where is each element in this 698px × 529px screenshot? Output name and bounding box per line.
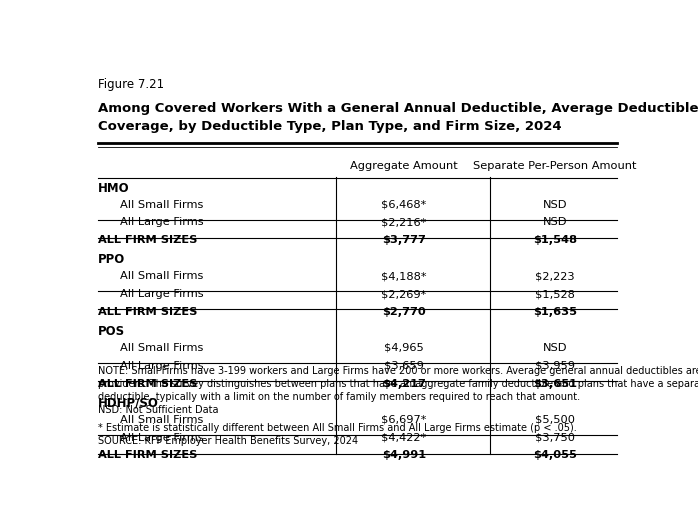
Text: $2,770: $2,770: [382, 307, 426, 317]
Text: ALL FIRM SIZES: ALL FIRM SIZES: [98, 235, 198, 245]
Text: Aggregate Amount: Aggregate Amount: [350, 161, 458, 171]
Text: deductible, typically with a limit on the number of family members required to r: deductible, typically with a limit on th…: [98, 392, 580, 402]
Text: HMO: HMO: [98, 181, 130, 195]
Text: $4,991: $4,991: [382, 451, 426, 460]
Text: $2,223: $2,223: [535, 271, 575, 281]
Text: All Large Firms: All Large Firms: [120, 289, 203, 299]
Text: ALL FIRM SIZES: ALL FIRM SIZES: [98, 451, 198, 460]
Text: $4,055: $4,055: [533, 451, 577, 460]
Text: SOURCE: KFF Employer Health Benefits Survey, 2024: SOURCE: KFF Employer Health Benefits Sur…: [98, 436, 358, 446]
Text: PPO: PPO: [98, 253, 126, 266]
Text: $1,635: $1,635: [533, 307, 577, 317]
Text: Figure 7.21: Figure 7.21: [98, 78, 164, 91]
Text: All Large Firms: All Large Firms: [120, 217, 203, 227]
Text: $1,528: $1,528: [535, 289, 575, 299]
Text: NSD: NSD: [543, 343, 567, 353]
Text: $1,548: $1,548: [533, 235, 577, 245]
Text: $4,188*: $4,188*: [381, 271, 426, 281]
Text: POS: POS: [98, 325, 125, 338]
Text: All Large Firms: All Large Firms: [120, 361, 203, 371]
Text: $3,777: $3,777: [382, 235, 426, 245]
Text: ALL FIRM SIZES: ALL FIRM SIZES: [98, 307, 198, 317]
Text: All Small Firms: All Small Firms: [120, 415, 203, 425]
Text: NSD: Not Sufficient Data: NSD: Not Sufficient Data: [98, 405, 218, 415]
Text: $4,965: $4,965: [384, 343, 424, 353]
Text: $6,468*: $6,468*: [381, 199, 426, 209]
Text: ALL FIRM SIZES: ALL FIRM SIZES: [98, 379, 198, 389]
Text: $5,500: $5,500: [535, 415, 575, 425]
Text: $3,651: $3,651: [533, 379, 577, 389]
Text: $2,269*: $2,269*: [381, 289, 426, 299]
Text: $4,217: $4,217: [382, 379, 426, 389]
Text: All Large Firms: All Large Firms: [120, 433, 203, 443]
Text: $3,959: $3,959: [535, 361, 575, 371]
Text: $2,216*: $2,216*: [381, 217, 426, 227]
Text: NOTE: Small Firms have 3-199 workers and Large Firms have 200 or more workers. A: NOTE: Small Firms have 3-199 workers and…: [98, 366, 698, 376]
Text: $4,422*: $4,422*: [381, 433, 426, 443]
Text: providers. The survey distinguishes between plans that have an aggregate family : providers. The survey distinguishes betw…: [98, 379, 698, 389]
Text: Separate Per-Person Amount: Separate Per-Person Amount: [473, 161, 637, 171]
Text: $3,659: $3,659: [384, 361, 424, 371]
Text: HDHP/SO: HDHP/SO: [98, 397, 159, 409]
Text: $3,750: $3,750: [535, 433, 575, 443]
Text: Among Covered Workers With a General Annual Deductible, Average Deductibles for : Among Covered Workers With a General Ann…: [98, 102, 698, 133]
Text: All Small Firms: All Small Firms: [120, 199, 203, 209]
Text: $6,697*: $6,697*: [381, 415, 426, 425]
Text: All Small Firms: All Small Firms: [120, 271, 203, 281]
Text: NSD: NSD: [543, 199, 567, 209]
Text: All Small Firms: All Small Firms: [120, 343, 203, 353]
Text: NSD: NSD: [543, 217, 567, 227]
Text: * Estimate is statistically different between All Small Firms and All Large Firm: * Estimate is statistically different be…: [98, 423, 577, 433]
